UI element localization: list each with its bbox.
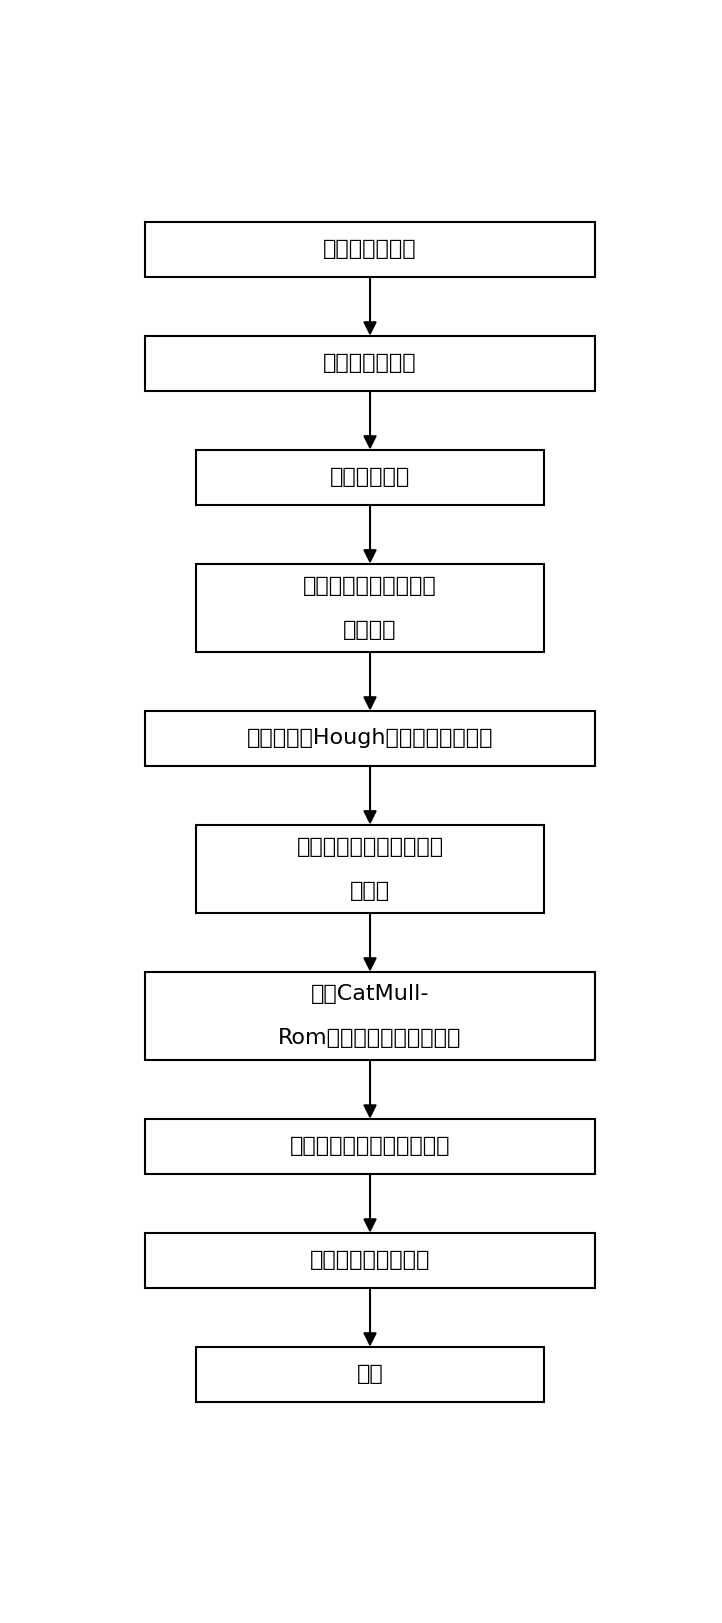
- Bar: [145, 711, 595, 766]
- Text: 线性灰度变换: 线性灰度变换: [330, 467, 410, 487]
- Text: 基于改进的Hough变换的车道线检测: 基于改进的Hough变换的车道线检测: [247, 729, 493, 748]
- Bar: [196, 824, 544, 914]
- Text: 点选取: 点选取: [350, 881, 390, 901]
- Text: 弯道车道线曲率半径的计算: 弯道车道线曲率半径的计算: [290, 1136, 451, 1157]
- Bar: [145, 1233, 595, 1289]
- Bar: [145, 972, 595, 1060]
- Text: 输入车道线图像: 输入车道线图像: [323, 240, 417, 260]
- Text: 前照灯角度调整模型: 前照灯角度调整模型: [310, 1250, 430, 1271]
- Bar: [196, 563, 544, 652]
- Bar: [196, 450, 544, 505]
- Text: Rom样条曲线的车道线填充: Rom样条曲线的车道线填充: [279, 1027, 461, 1048]
- Text: 像二值化: 像二值化: [343, 620, 397, 639]
- Bar: [145, 222, 595, 278]
- Bar: [145, 336, 595, 391]
- Text: 完成: 完成: [357, 1365, 383, 1384]
- Bar: [196, 1347, 544, 1402]
- Text: 感兴趣区域设定: 感兴趣区域设定: [323, 354, 417, 373]
- Text: 基于扫描迭代的弯道特征: 基于扫描迭代的弯道特征: [297, 837, 443, 857]
- Bar: [145, 1118, 595, 1173]
- Text: 基于CatMull-: 基于CatMull-: [310, 984, 430, 1005]
- Text: 基于改进大津算法的图: 基于改进大津算法的图: [303, 576, 437, 596]
